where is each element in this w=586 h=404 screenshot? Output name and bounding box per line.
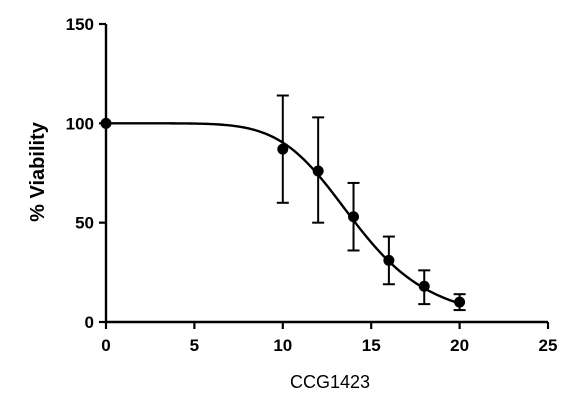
data-point	[454, 296, 466, 308]
x-tick-label: 10	[273, 336, 292, 355]
data-point	[348, 211, 360, 223]
x-ticks: 0 5 10 15 20 25	[101, 322, 557, 355]
x-tick-label: 15	[362, 336, 381, 355]
y-tick-label: 50	[75, 214, 94, 233]
axes	[104, 24, 548, 324]
x-tick-label: 20	[450, 336, 469, 355]
x-tick-label: 25	[539, 336, 558, 355]
y-tick-label: 0	[85, 313, 94, 332]
y-tick-label: 150	[66, 15, 94, 34]
data-points	[100, 117, 466, 308]
x-axis-label: CCG1423	[290, 372, 370, 392]
y-tick-label: 100	[66, 114, 94, 133]
data-point	[418, 280, 430, 292]
y-axis-label: % Viability	[27, 121, 49, 222]
x-tick-label: 5	[190, 336, 199, 355]
y-ticks: 0 50 100 150	[66, 15, 106, 332]
error-bars	[276, 94, 466, 312]
data-point	[312, 165, 324, 177]
data-point	[383, 254, 395, 266]
data-point	[100, 117, 112, 129]
x-tick-label: 0	[101, 336, 110, 355]
data-point	[277, 143, 289, 155]
